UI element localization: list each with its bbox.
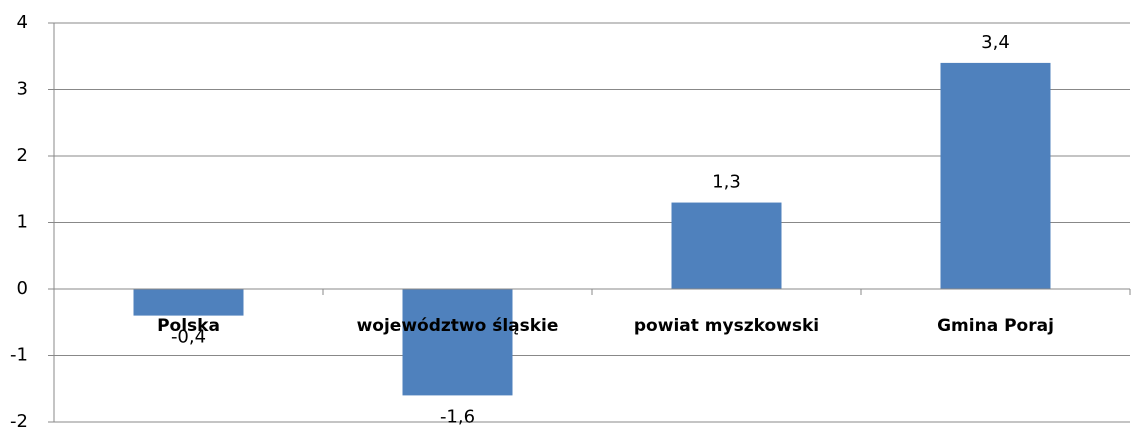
y-tick-label: 2 xyxy=(17,145,28,166)
y-tick-label: 4 xyxy=(17,12,28,33)
x-tick-label: powiat myszkowski xyxy=(634,316,819,336)
y-tick-label: 1 xyxy=(17,212,28,233)
bar xyxy=(402,289,513,396)
bar xyxy=(940,62,1051,290)
x-tick-label: Gmina Poraj xyxy=(937,316,1054,336)
y-tick-label: 3 xyxy=(17,79,28,100)
bar xyxy=(671,202,782,289)
x-tick-label: województwo śląskie xyxy=(357,316,559,336)
y-tick-label: 0 xyxy=(17,278,28,299)
bar xyxy=(133,289,244,316)
value-label: -1,6 xyxy=(440,406,475,427)
value-label: 1,3 xyxy=(712,172,741,193)
y-tick-label: -1 xyxy=(10,345,28,366)
x-tick-label: Polska xyxy=(157,316,220,336)
y-tick-label: -2 xyxy=(10,411,28,432)
value-label: -0,4 xyxy=(171,327,206,348)
value-label: 3,4 xyxy=(981,32,1010,53)
